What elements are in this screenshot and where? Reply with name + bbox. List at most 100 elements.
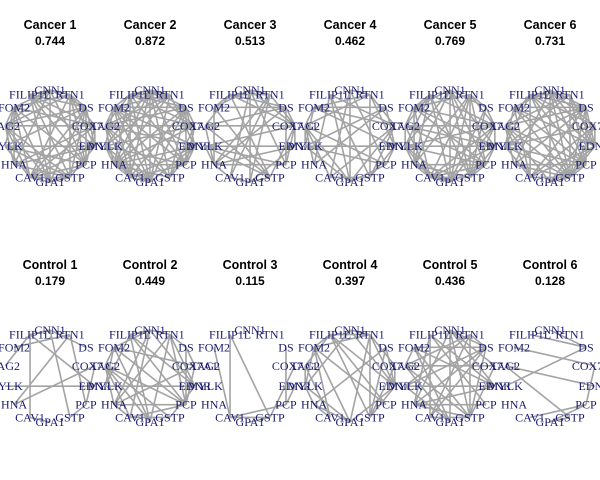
panel-title: Control 5 <box>422 258 478 272</box>
gene-node-label: GSTP <box>355 170 385 184</box>
gene-node-label: FOM2 <box>98 100 130 114</box>
gene-node-label: MYLK <box>387 139 423 153</box>
gene-node-label: CAV1 <box>115 170 145 184</box>
network-edge <box>113 106 196 147</box>
network-edge <box>169 107 187 178</box>
network-edge <box>213 106 271 178</box>
network-edge <box>304 125 315 165</box>
network-edge <box>49 89 87 166</box>
network-edge <box>429 346 487 418</box>
network-edge <box>249 94 271 183</box>
panel-control-3: Control 3 0.115 CNN1 RTN1 DS COX7A1 EDNR PCP G… <box>187 250 317 450</box>
network-edge <box>529 93 596 127</box>
panel-score: 0.397 <box>334 274 366 288</box>
network-edge <box>129 334 151 423</box>
panel-cancer-1: Cancer 1 0.744 CNN1 RTN1 DS COX7A1 EDNR PCP GS… <box>0 10 118 210</box>
gene-node-label: CAV1 <box>15 170 45 184</box>
network-edge <box>504 145 571 179</box>
gene-node-label: GPA1 <box>236 175 265 189</box>
gene-node-label: EDNR <box>479 139 512 153</box>
network-edge <box>329 93 396 127</box>
panel-control-2: Control 2 0.449 CNN1 RTN1 DS COX7A1 EDNR PCP G… <box>87 250 217 450</box>
network-edge <box>29 176 51 183</box>
network-edge <box>113 93 131 108</box>
network-edge <box>49 106 87 183</box>
network-edge <box>149 329 171 336</box>
network-edge <box>204 106 287 127</box>
gene-node-label: PCP <box>475 158 497 172</box>
network-edge <box>113 106 151 183</box>
network-edge <box>69 94 96 127</box>
network-edge <box>313 106 396 127</box>
network-edge <box>504 365 571 419</box>
network-edge <box>185 106 196 127</box>
gene-node-label: PCP <box>75 398 97 412</box>
panel-title: Cancer 2 <box>123 18 177 32</box>
network-edge <box>504 125 571 179</box>
network-edge <box>4 334 31 367</box>
network-edge <box>113 346 187 406</box>
network-edge <box>113 346 196 367</box>
network-edge <box>369 94 396 147</box>
network-edge <box>585 107 596 147</box>
network-edge <box>504 125 587 166</box>
panel-title: Control 2 <box>122 258 178 272</box>
gene-node-label: MYLK <box>187 379 223 393</box>
network-edge <box>413 164 431 179</box>
gene-node-label: CAV1 <box>315 170 345 184</box>
gene-node-label: HNA <box>201 158 227 172</box>
network-edge <box>69 145 96 178</box>
network-edge <box>4 106 87 127</box>
network-edge <box>4 145 71 179</box>
panel-score: 0.179 <box>34 274 66 288</box>
network-edge <box>149 94 171 183</box>
network-edge <box>413 346 471 418</box>
network-edge <box>504 107 515 147</box>
network-edge <box>349 89 371 96</box>
network-edge <box>504 125 515 165</box>
panel-title: Cancer 4 <box>323 18 377 32</box>
network-edge <box>313 106 396 147</box>
network-edge <box>104 106 187 127</box>
network-edge <box>29 93 87 109</box>
network-edge <box>549 89 587 166</box>
gene-node-label: FOM2 <box>498 100 530 114</box>
network-edge <box>429 93 496 127</box>
gene-node-label: PCP <box>575 158 597 172</box>
network-edge <box>469 107 487 178</box>
network-edge <box>369 145 396 178</box>
network-edge <box>104 365 151 423</box>
network-edge <box>104 106 115 127</box>
network-edge <box>504 93 571 147</box>
network-edge <box>285 385 296 406</box>
network-edge <box>129 145 196 179</box>
gene-node-label: MYLK <box>87 139 123 153</box>
gene-node-label: TAG2 <box>490 359 520 373</box>
network-edge <box>449 89 487 166</box>
panel-score: 0.744 <box>34 34 66 48</box>
network-edge <box>149 89 187 109</box>
network-edge <box>329 94 351 183</box>
network-edge <box>49 89 71 96</box>
gene-node-label: HNA <box>501 398 527 412</box>
gene-node-label: EDNR <box>79 379 112 393</box>
panel-score: 0.731 <box>534 34 566 48</box>
network-edge <box>104 145 115 166</box>
network-edge <box>104 334 131 387</box>
gene-node-label: DS <box>178 340 193 354</box>
network-edge <box>413 106 496 147</box>
gene-node-label: FOM2 <box>0 100 30 114</box>
gene-node-label: RTN1 <box>555 88 584 102</box>
network-edge <box>104 94 131 127</box>
network-edge <box>549 89 587 109</box>
panel-title: Control 1 <box>22 258 78 272</box>
network-edge <box>304 125 351 183</box>
gene-node-label: GSTP <box>355 410 385 424</box>
network-edge <box>4 107 15 147</box>
gene-node-label: GPA1 <box>336 415 365 429</box>
panel-score: 0.513 <box>234 34 266 48</box>
network-edge <box>413 334 431 405</box>
gene-node-label: RTN1 <box>255 328 284 342</box>
gene-node-label: CAV1 <box>515 170 545 184</box>
gene-node-label: GSTP <box>455 170 485 184</box>
